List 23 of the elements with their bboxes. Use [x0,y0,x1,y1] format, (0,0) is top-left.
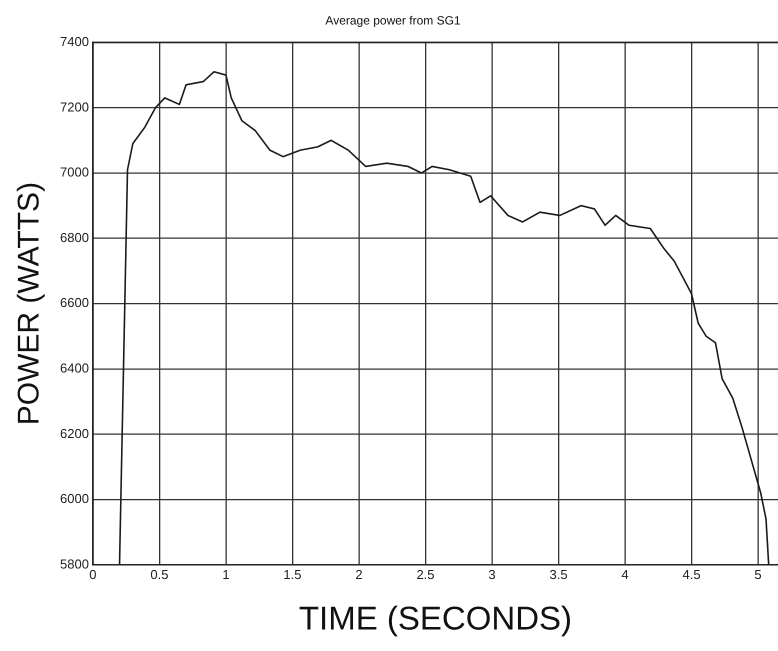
y-tick-label: 7400 [60,34,89,49]
y-axis-title: POWER (WATTS) [12,182,46,426]
y-tick-label: 6400 [60,360,89,376]
x-tick-label: 4.5 [682,567,701,582]
x-axis-title: TIME (SECONDS) [298,599,572,636]
x-tick-label: 1.5 [283,567,302,582]
chart-title: Average power from SG1 [325,14,461,28]
x-tick-label: 5 [754,567,762,582]
x-tick-label: 3 [488,567,496,582]
y-tick-label: 6200 [60,426,89,441]
x-tick-label: 0 [89,567,97,582]
x-tick-label: 1 [222,567,230,582]
x-tick-label: 3.5 [549,567,568,582]
x-tick-label: 2.5 [416,567,435,582]
y-tick-label: 6800 [60,230,89,245]
y-tick-label: 6600 [60,295,89,310]
x-tick-label: 2 [355,567,363,582]
y-tick-label: 7000 [60,164,89,180]
x-tick-label: 4 [621,567,629,582]
y-tick-label: 6000 [60,491,89,506]
y-tick-label: 5800 [60,556,89,572]
y-tick-label: 7200 [60,99,89,114]
x-tick-label: 0.5 [150,567,168,582]
